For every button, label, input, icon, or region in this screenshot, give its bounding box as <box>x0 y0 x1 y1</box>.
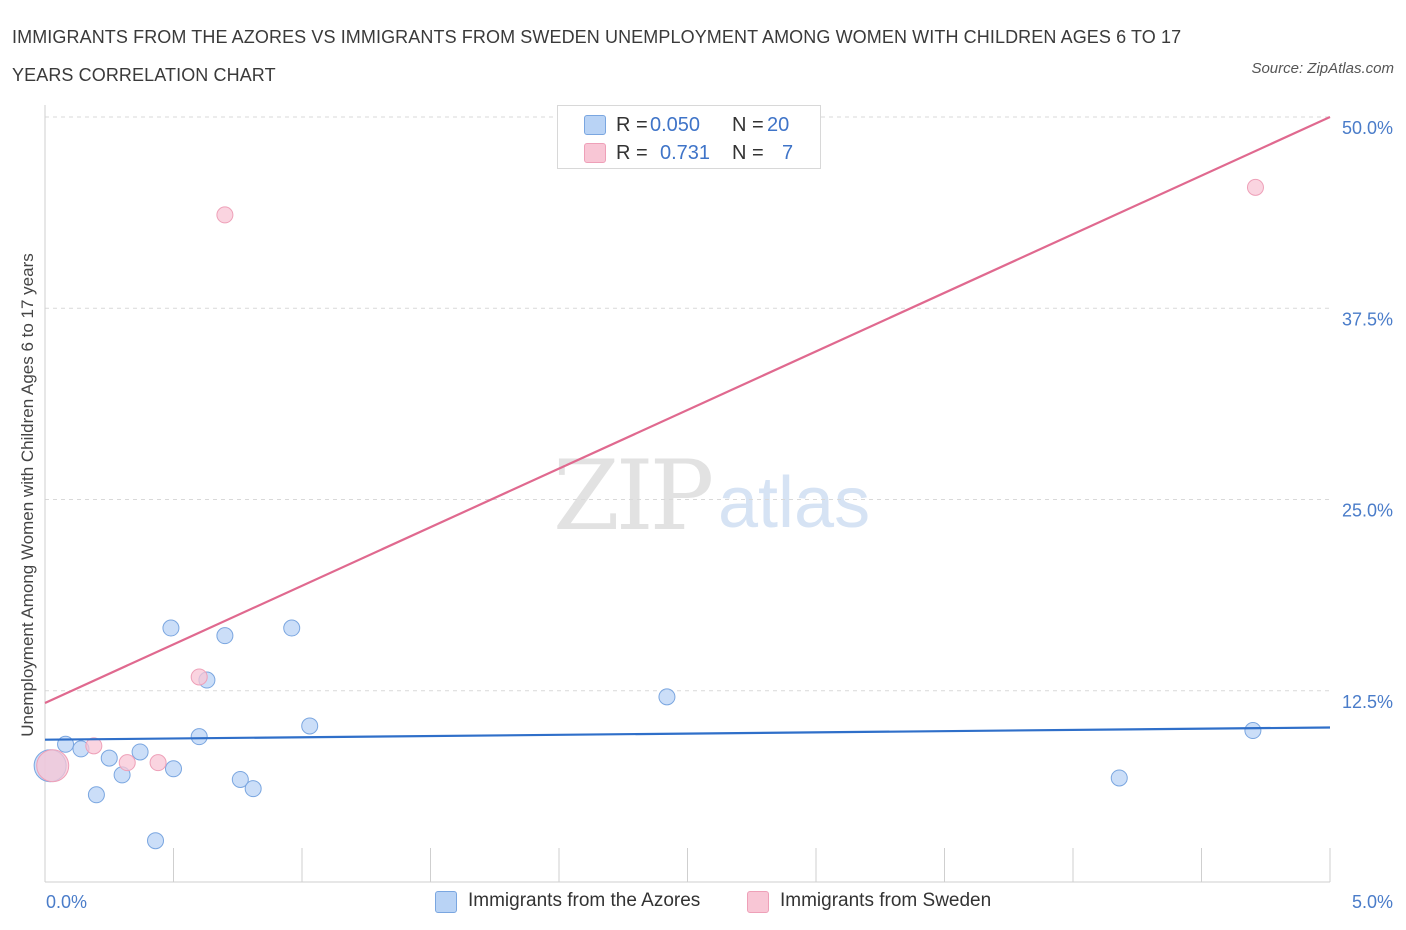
point-sweden <box>1246 178 1264 196</box>
point-azores <box>1244 722 1262 740</box>
y-tick-label: 12.5% <box>1342 692 1393 712</box>
y-tick-label: 25.0% <box>1342 501 1393 521</box>
point-azores <box>658 688 676 706</box>
point-sweden <box>118 754 136 772</box>
chart-source: Source: ZipAtlas.com <box>1251 60 1394 77</box>
point-azores <box>1110 769 1128 787</box>
stats-legend: R = 0.050 N = 20 R = 0.731 N = 7 <box>557 105 821 169</box>
trendline-sweden <box>44 115 1331 704</box>
legend-r-label: R = <box>616 142 648 164</box>
point-azores <box>87 786 105 804</box>
legend-n-label: N = <box>732 114 764 136</box>
point-azores <box>162 619 180 637</box>
point-sweden <box>36 749 70 783</box>
point-sweden <box>190 668 208 686</box>
point-sweden <box>216 206 234 224</box>
legend-n-label: N = <box>732 142 764 164</box>
point-azores <box>131 743 149 761</box>
x-tick-label: 0.0% <box>46 892 87 912</box>
y-tick-label: 37.5% <box>1342 309 1393 329</box>
trendline-azores <box>44 726 1331 741</box>
point-azores <box>100 749 118 767</box>
bottom-legend-label-azores: Immigrants from the Azores <box>468 890 701 911</box>
chart-title: IMMIGRANTS FROM THE AZORES VS IMMIGRANTS… <box>12 27 1182 85</box>
point-azores <box>231 770 249 788</box>
legend-n-value: 7 <box>782 142 794 164</box>
legend-n-value: 20 <box>767 114 790 136</box>
point-azores <box>147 832 165 850</box>
point-azores <box>190 728 208 746</box>
y-tick-label: 50.0% <box>1342 118 1393 138</box>
point-azores <box>244 780 262 798</box>
bottom-legend-label-sweden: Immigrants from Sweden <box>780 890 992 911</box>
x-tick-label: 5.0% <box>1352 892 1393 912</box>
point-azores <box>165 760 182 778</box>
point-sweden <box>149 754 167 772</box>
bottom-legend-swatch-sweden <box>747 891 769 913</box>
legend-r-value: 0.731 <box>660 142 711 164</box>
bottom-legend-swatch-azores <box>435 891 457 913</box>
watermark-atlas: atlas <box>718 463 871 543</box>
legend-r-label: R = <box>616 114 648 136</box>
point-azores <box>216 627 234 645</box>
point-sweden <box>85 737 103 755</box>
point-azores <box>283 619 301 637</box>
point-azores <box>301 717 319 735</box>
legend-swatch-sweden <box>584 143 606 163</box>
legend-r-value: 0.050 <box>650 114 701 136</box>
legend-swatch-azores <box>584 115 606 135</box>
